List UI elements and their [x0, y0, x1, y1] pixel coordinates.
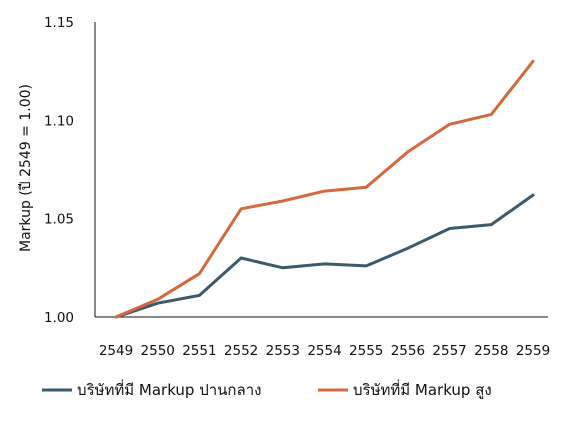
x-axis-ticks: 2549 2550 2551 2552 2553 2554 2555 2556 2557 2558…	[99, 343, 550, 359]
x-tick-label: 2558	[474, 343, 508, 359]
x-tick-label: 2552	[224, 343, 258, 359]
x-tick-label: 2557	[432, 343, 466, 359]
x-tick-label: 2553	[266, 343, 300, 359]
x-tick-label: 2550	[141, 343, 175, 359]
y-tick-label: 1.10	[44, 113, 74, 129]
series-line-1	[114, 193, 535, 319]
legend-label-1: บริษัทที่มี Markup ปานกลาง	[77, 379, 261, 399]
y-axis-label: Markup (ปี 2549 = 1.00)	[18, 84, 34, 252]
y-axis-ticks: 1.00 1.05 1.10 1.15	[44, 15, 74, 326]
x-tick-label: 2555	[349, 343, 383, 359]
x-tick-label: 2556	[391, 343, 425, 359]
y-tick-label: 1.05	[44, 212, 74, 228]
x-tick-label: 2554	[307, 343, 341, 359]
x-tick-label: 2549	[99, 343, 133, 359]
series-line-2	[114, 59, 535, 319]
y-tick-label: 1.15	[44, 15, 74, 31]
y-tick-label: 1.00	[44, 310, 74, 326]
series-lines	[114, 59, 535, 319]
x-tick-label: 2551	[182, 343, 216, 359]
legend: บริษัทที่มี Markup ปานกลาง บริษัทที่มี Ma…	[42, 379, 492, 399]
x-tick-label: 2559	[516, 343, 550, 359]
legend-label-2: บริษัทที่มี Markup สูง	[353, 379, 492, 399]
